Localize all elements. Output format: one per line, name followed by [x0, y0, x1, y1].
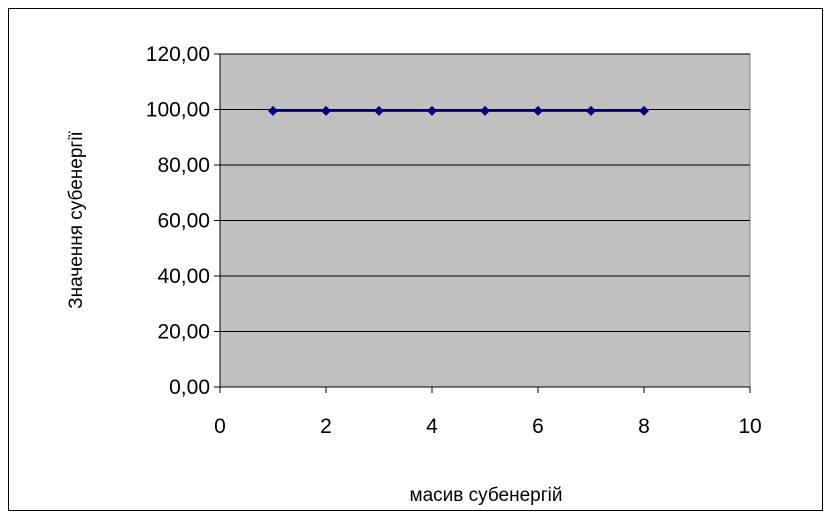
x-tick-label: 2	[320, 415, 332, 438]
x-tick-label: 6	[532, 415, 544, 438]
y-tick-label: 100,00	[146, 99, 210, 122]
y-tick-label: 80,00	[157, 154, 210, 177]
data-point	[268, 105, 278, 116]
x-axis-title: масив субенергій	[410, 485, 563, 506]
y-axis-title: Значення субенергії	[66, 130, 87, 308]
x-tick-label: 10	[738, 415, 761, 438]
x-tick-label: 0	[214, 415, 226, 438]
data-point	[374, 105, 384, 116]
data-point	[427, 105, 437, 116]
data-series	[268, 105, 649, 116]
y-tick-label: 40,00	[157, 265, 210, 288]
y-tick-label: 0,00	[169, 376, 210, 399]
axes	[214, 53, 751, 393]
x-tick-label: 8	[638, 415, 650, 438]
y-tick-label: 60,00	[157, 210, 210, 233]
data-point	[639, 105, 649, 116]
x-tick-label: 4	[426, 415, 438, 438]
data-point	[586, 105, 596, 116]
tick-labels: 0,00 20,00 40,00 60,00 80,00 100,00 120,00 0 2 4 6…	[146, 43, 762, 438]
data-point	[321, 105, 331, 116]
data-point	[480, 105, 490, 116]
y-tick-label: 120,00	[146, 43, 210, 66]
data-point	[533, 105, 543, 116]
y-tick-label: 20,00	[157, 321, 210, 344]
